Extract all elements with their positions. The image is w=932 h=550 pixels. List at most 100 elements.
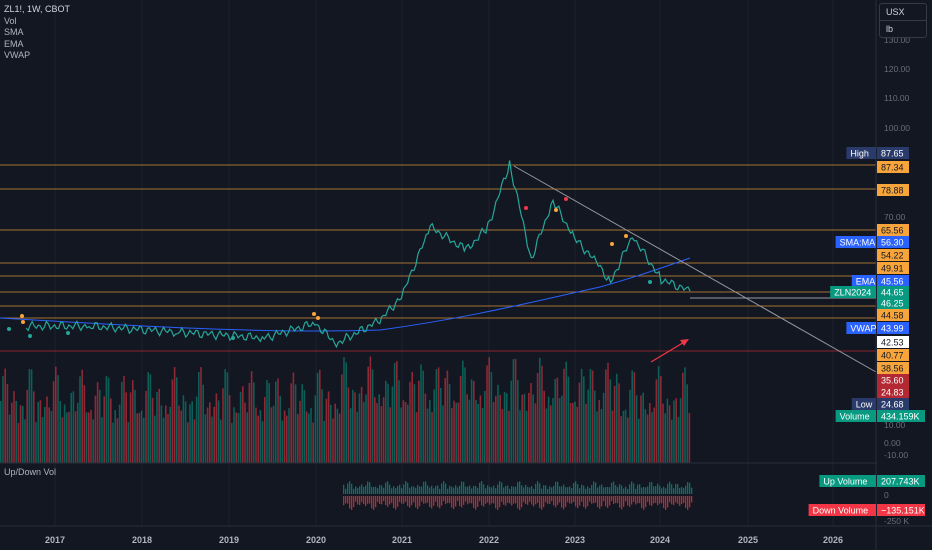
down-volume-bar [435, 496, 437, 502]
volume-bar [246, 412, 248, 463]
up-volume-bar [641, 487, 643, 494]
svg-text:High: High [850, 149, 869, 159]
year-label: 2017 [45, 535, 65, 545]
up-volume-bar [503, 487, 505, 494]
down-volume-bar [371, 496, 373, 509]
price-tag[interactable]: 46.25 [877, 297, 909, 309]
down-volume-bar [463, 496, 465, 505]
down-volume-bar [473, 496, 475, 508]
volume-bar [99, 390, 101, 463]
volume-bar [591, 370, 594, 463]
down-volume-bar [637, 496, 639, 504]
price-tag[interactable]: 49.91 [877, 262, 909, 274]
price-tag[interactable]: 24.83 [877, 386, 909, 398]
unit-label[interactable]: lb [880, 20, 926, 37]
volume-bar [332, 418, 334, 463]
signal-dot [564, 197, 568, 201]
down-volume-bar [625, 496, 627, 502]
year-label: 2022 [479, 535, 499, 545]
up-volume-bar [495, 488, 497, 494]
volume-bar [462, 360, 464, 463]
price-tag[interactable]: 38.56 [877, 362, 909, 374]
price-tag[interactable]: 65.56 [877, 224, 909, 236]
price-tag[interactable]: 54.22 [877, 249, 909, 261]
volume-bar [19, 405, 22, 463]
signal-dot [524, 206, 528, 210]
up-volume-bar [449, 485, 451, 494]
updown-vol-label[interactable]: Up/Down Vol [4, 467, 57, 477]
price-tag[interactable]: 24.68 Low [851, 398, 909, 410]
volume-bar [195, 396, 198, 463]
down-volume-bar [493, 496, 495, 504]
price-tag[interactable]: 40.77 [877, 349, 909, 361]
volume-bar [231, 422, 233, 463]
price-tag[interactable]: 44.65 ZLN2024 [830, 286, 909, 298]
volume-bar [534, 403, 537, 463]
down-volume-bar [579, 496, 581, 506]
up-volume-bar [599, 485, 601, 494]
down-volume-bar [605, 496, 607, 507]
price-tag[interactable]: 44.58 [877, 309, 909, 321]
volume-bar [321, 389, 323, 463]
down-volume-bar [675, 496, 677, 503]
up-volume-bar [411, 486, 413, 494]
volume-bar [341, 374, 343, 463]
volume-bar [110, 398, 112, 463]
price-tag[interactable]: 35.60 [877, 374, 909, 386]
down-volume-bar [619, 496, 621, 508]
volume-bar [451, 408, 453, 463]
up-volume-bar [545, 485, 547, 494]
price-tag[interactable]: 87.65 High [846, 147, 909, 159]
volume-bar [644, 409, 647, 463]
svg-text:24.68: 24.68 [881, 400, 904, 410]
down-volume-bar [515, 496, 517, 504]
volume-bar [565, 361, 567, 463]
up-volume-bar [563, 484, 565, 494]
up-volume-bar [407, 482, 409, 494]
down-volume-bar [513, 496, 515, 504]
price-tag[interactable]: 78.88 [877, 184, 909, 196]
down-volume-bar [411, 496, 413, 506]
volume-bar [37, 401, 39, 463]
legend-sma[interactable]: SMA [4, 27, 24, 37]
volume-bar [46, 396, 48, 463]
up-volume-bar [421, 486, 423, 494]
symbol-title[interactable]: ZL1!, 1W, CBOT [4, 4, 71, 14]
signal-dot [21, 320, 25, 324]
up-volume-bar [435, 486, 437, 494]
volume-bar [455, 402, 457, 463]
price-tag[interactable]: 42.53 [877, 336, 909, 348]
up-volume-bar [431, 485, 433, 494]
volume-bar [94, 395, 97, 463]
price-tag[interactable]: 207.743K Up Volume [819, 475, 925, 487]
currency-unit-selector[interactable]: USX lb [879, 3, 927, 38]
down-volume-bar [631, 496, 633, 505]
legend-ema[interactable]: EMA [4, 38, 24, 49]
price-tag[interactable]: 43.99 VWAP [846, 322, 909, 334]
volume-bar [268, 383, 270, 463]
price-tag[interactable]: 434.159K Volume [835, 410, 925, 422]
price-tick: -10.00 [884, 450, 908, 460]
volume-bar [393, 363, 396, 463]
up-volume-bar [553, 485, 555, 494]
volume-bar [134, 390, 136, 463]
volume-bar [222, 388, 224, 463]
down-volume-bar [621, 496, 623, 510]
price-tag[interactable]: 45.56 EMA [851, 275, 909, 287]
price-tag[interactable]: 87.34 [877, 161, 909, 173]
price-tag[interactable]: −135.151K Down Volume [808, 504, 925, 516]
price-tag[interactable]: 56.30 SMA:MA [835, 236, 909, 248]
down-volume-bar [423, 496, 425, 504]
volume-bar [466, 394, 468, 463]
up-volume-bar [367, 481, 369, 494]
volume-bar [662, 403, 664, 463]
up-volume-bar [597, 487, 599, 494]
currency-label[interactable]: USX [886, 7, 905, 17]
volume-bar [365, 394, 367, 463]
legend-vol[interactable]: Vol [4, 15, 17, 26]
legend-vwap[interactable]: VWAP [4, 50, 31, 60]
volume-bar [288, 408, 290, 463]
up-volume-bar [647, 486, 649, 494]
up-volume-bar [385, 482, 387, 494]
